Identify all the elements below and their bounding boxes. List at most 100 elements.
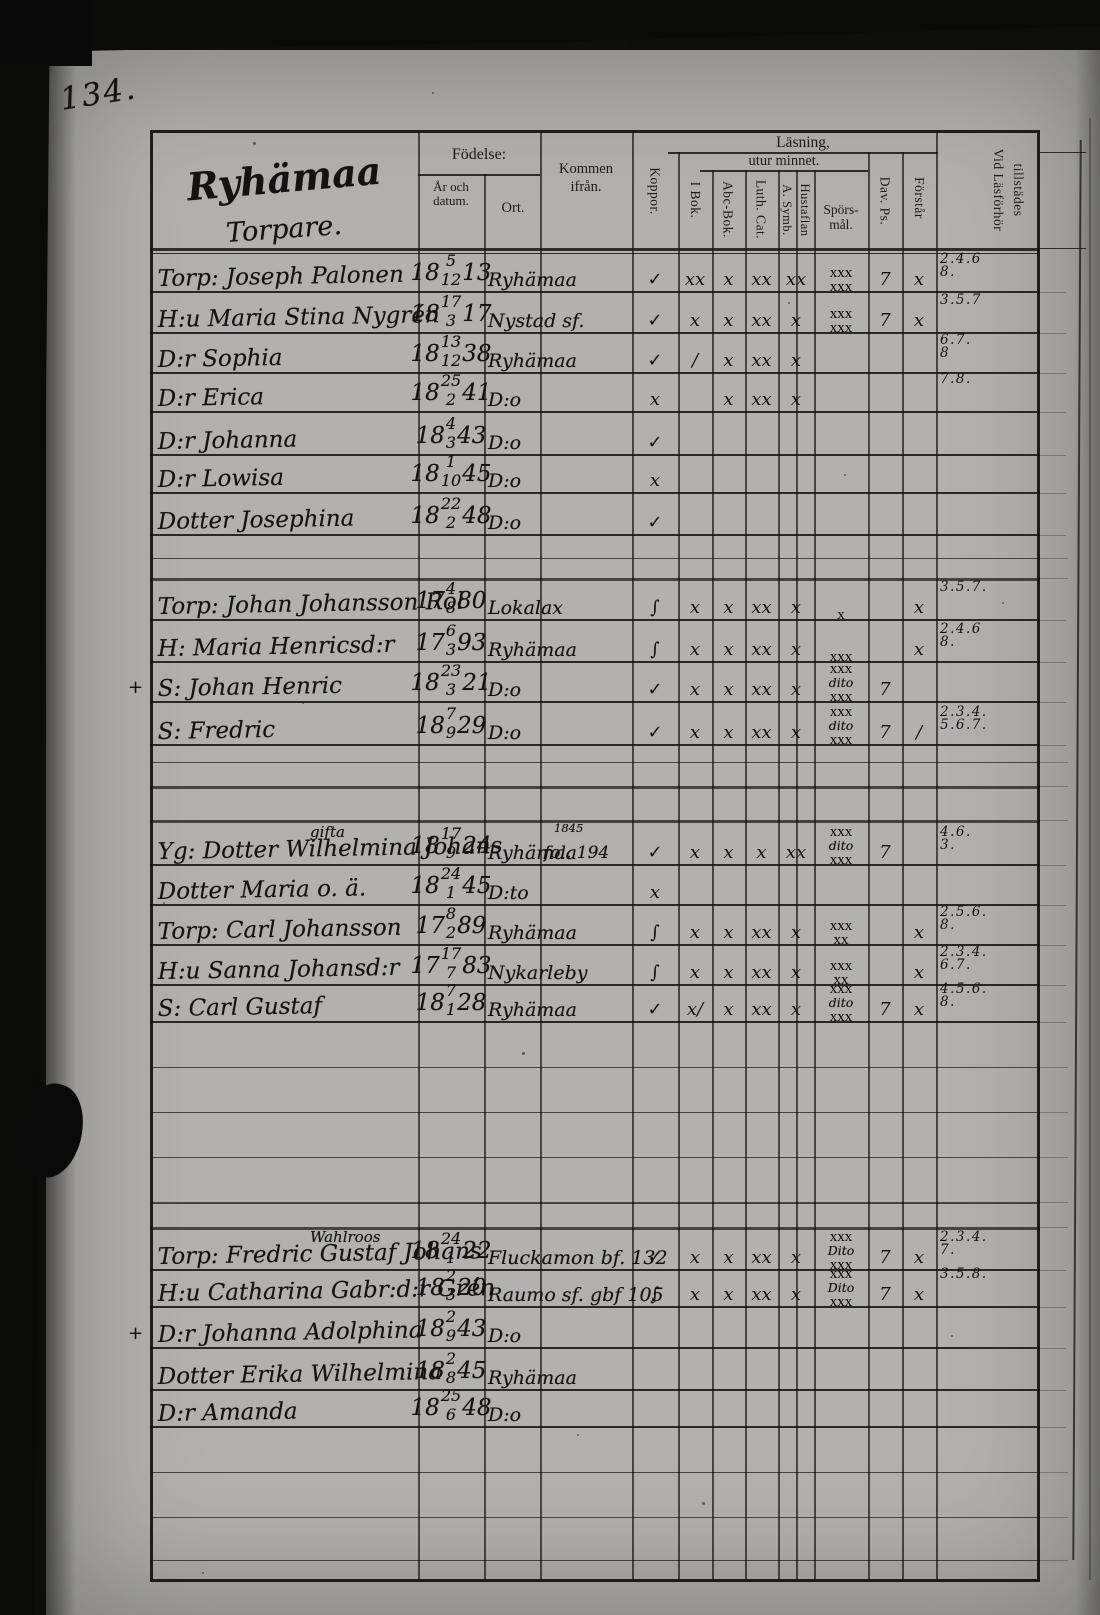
mark-ibok: x — [689, 722, 701, 743]
mark-forstar: / — [915, 722, 923, 743]
birth-year: 89 — [457, 913, 487, 939]
attendance-days: 7.8. — [940, 371, 1032, 387]
birth-date: 18 1 10 45 — [411, 452, 492, 493]
table-frame — [150, 130, 1040, 1582]
row-rule-extension — [1040, 1270, 1066, 1271]
attendance-line: 3.5.8. — [940, 1266, 988, 1282]
ruled-line-extension — [1040, 1560, 1068, 1561]
table-row: D:r Johanna 18 4 3 43 D:o ✓ — [150, 413, 1040, 455]
attendance-days: 2.3.4. 5.6.7. — [940, 705, 1032, 732]
mark-sporsmal: xxx dito xxx — [814, 661, 868, 705]
mark-koppor: ✓ — [647, 512, 663, 533]
column-divider — [745, 170, 747, 1582]
paper-speck — [788, 302, 790, 304]
birth-month: 1 — [445, 883, 457, 902]
sporsmal-line: xxx — [829, 661, 853, 677]
ruled-line-extension — [1040, 578, 1068, 579]
page-edge-line-2 — [1089, 118, 1091, 1580]
birth-place: Ryhämaa — [488, 269, 577, 291]
birth-century: 18 — [415, 1316, 445, 1342]
attendance-days: 4.6. 3. — [940, 824, 1032, 852]
paper-speck — [702, 1502, 705, 1505]
birth-day: 24 — [440, 1229, 462, 1248]
mark-symb: x — [790, 389, 802, 410]
mark-luth: xx — [751, 999, 772, 1020]
sporsmal-line: x — [837, 607, 845, 623]
birth-month: 6 — [445, 1405, 457, 1424]
header-kommen-ifran: Kommen ifrån. — [559, 161, 613, 195]
birth-century: 18 — [410, 380, 440, 406]
birth-century: 17 — [415, 630, 445, 656]
birth-date: 18 22 2 48 — [411, 494, 492, 535]
ruled-line — [150, 578, 1040, 581]
attendance-line: 6.7. — [940, 957, 972, 973]
attendance-line: 7.8. — [940, 371, 972, 387]
column-divider — [814, 170, 816, 1582]
attendance-days: 2.3.4. 6.7. — [940, 945, 1032, 973]
name-note: Wahlroos — [310, 1228, 381, 1246]
attendance-line: 8 — [940, 345, 951, 361]
photo-edge-corner — [0, 0, 92, 66]
birth-year: 48 — [462, 1395, 492, 1421]
photo-edge-left — [0, 0, 50, 1615]
birth-place: D:o — [488, 1325, 522, 1347]
table-row: Dotter Erika Wilhelmina 18 2 8 45 Ryhämaa — [150, 1348, 1040, 1390]
paper-speck — [522, 1052, 525, 1055]
mark-forstar: x — [913, 1284, 925, 1305]
row-rule — [150, 372, 1040, 374]
attendance-line: 4.6. — [940, 824, 972, 840]
mark-luth: xx — [751, 597, 772, 618]
birth-month: 12 — [440, 270, 462, 289]
header-rule — [668, 152, 938, 154]
person-name: D:r Sophia — [157, 344, 283, 373]
birth-month: 3 — [445, 311, 457, 330]
person-name: H: Maria Henricsd:r — [157, 631, 395, 662]
row-rule-extension — [1040, 745, 1066, 746]
birth-day: 13 — [440, 332, 462, 351]
table-row: D:r Amanda 18 25 6 48 D:o — [150, 1385, 1040, 1427]
mark-koppor: ✓ — [647, 842, 663, 863]
row-rule — [150, 332, 1040, 334]
birth-day-month: 24 1 — [441, 1229, 461, 1267]
header-rule — [700, 170, 868, 172]
birth-day-month: 22 2 — [441, 494, 461, 532]
person-name: D:r Johanna Adolphina — [157, 1317, 423, 1348]
birth-day: 2 — [445, 1307, 457, 1326]
birth-year: 83 — [462, 953, 492, 979]
header-abc-bok: Abc-Bok. — [721, 181, 736, 238]
birth-century: 18 — [415, 713, 445, 739]
row-rule-extension — [1040, 662, 1066, 663]
birth-year: 17 — [462, 301, 492, 327]
birth-year: 45 — [462, 461, 492, 487]
mark-ibok: / — [691, 350, 699, 371]
birth-place: Fluckamon bf. 132 — [488, 1247, 668, 1269]
mark-symb: x — [790, 722, 802, 743]
mark-sporsmal: xxx xx — [814, 958, 868, 988]
birth-place: Nykarleby — [488, 962, 588, 984]
mark-sporsmal: xxx dito xxx — [814, 825, 868, 868]
header-rule — [418, 174, 540, 176]
mark-abc: x — [723, 269, 734, 290]
birth-month: 9 — [445, 843, 457, 862]
sporsmal-line: xxx — [829, 958, 853, 974]
ruled-line-extension — [1040, 1227, 1068, 1228]
sporsmal-line: xxx — [829, 306, 853, 322]
mark-koppor: x — [649, 882, 661, 903]
attendance-line: 2.3.4. — [940, 1229, 988, 1245]
birth-day: 22 — [440, 494, 462, 513]
mark-koppor: ✓ — [647, 1247, 663, 1268]
row-rule-extension — [1040, 292, 1066, 293]
mark-abc: x — [723, 1284, 734, 1305]
birth-year: 28 — [457, 990, 487, 1016]
birth-place: Raumo sf. gbf 105 — [488, 1284, 664, 1306]
birth-place: D:o — [488, 389, 522, 411]
ruled-line-extension — [1040, 1202, 1068, 1203]
mark-symb: x — [790, 999, 802, 1020]
mark-luth: xx — [751, 389, 772, 410]
birth-century: 18 — [415, 423, 445, 449]
birth-date: 18 5 12 13 — [411, 251, 492, 292]
table-row: H:u Maria Stina Nygrén 18 17 3 17 Nystad sf. ✓… — [150, 291, 1040, 336]
attendance-line: 8. — [940, 994, 956, 1010]
person-name: D:r Lowisa — [157, 464, 285, 493]
